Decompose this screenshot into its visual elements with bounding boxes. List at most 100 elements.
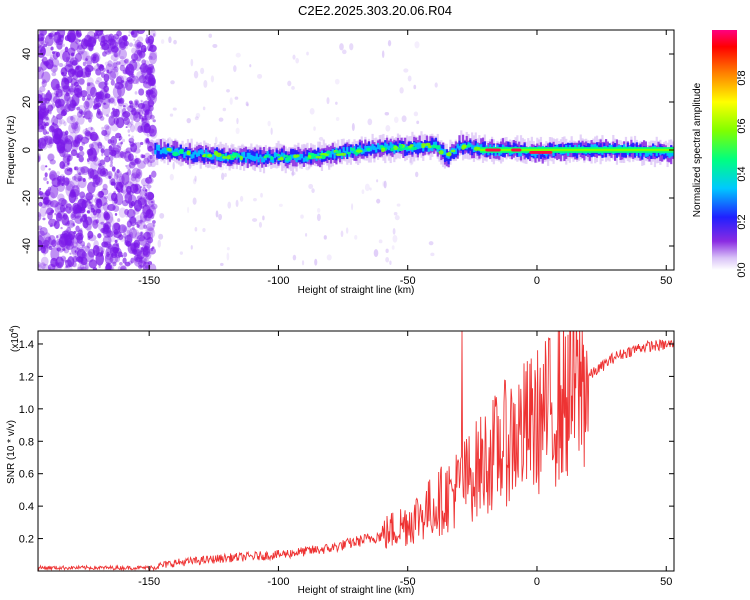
- noise-blob: [86, 242, 91, 249]
- noise-blob: [246, 103, 249, 107]
- noise-blob: [55, 212, 63, 222]
- ridge-band-cell: [297, 154, 300, 161]
- noise-blob: [173, 39, 177, 45]
- ridge-band-cell: [454, 148, 457, 154]
- noise-blob: [146, 138, 150, 141]
- spectrogram-y-ticks: -40 -20 0 20 40: [21, 48, 674, 254]
- noise-blob: [38, 235, 45, 248]
- noise-blob: [186, 117, 192, 124]
- noise-blob: [65, 92, 70, 97]
- snr-panel: -150 -100 -50 0 50 0.2 0.4 0.6 0.8 1.0 1.2 1.4 Hei…: [6, 325, 675, 596]
- noise-blob: [194, 175, 197, 182]
- ridge-band-cell: [190, 154, 193, 159]
- noise-blob: [80, 166, 90, 176]
- noise-blob: [195, 112, 201, 119]
- noise-blob: [103, 87, 110, 97]
- noise-blob: [65, 265, 68, 269]
- noise-blob: [113, 181, 123, 191]
- noise-blob: [144, 203, 148, 207]
- noise-blob: [43, 123, 47, 127]
- ridge-band-cell: [259, 150, 262, 159]
- ridge-band-cell: [534, 152, 537, 158]
- snr-x-ticks: -150 -100 -50 0 50: [138, 331, 672, 588]
- ridge-band-cell: [456, 143, 459, 149]
- ridge-band-cell: [570, 142, 573, 152]
- noise-blob: [112, 205, 120, 212]
- noise-blob: [47, 236, 51, 241]
- noise-blob: [65, 185, 72, 191]
- noise-blob: [159, 212, 165, 219]
- ridge-band-cell: [159, 149, 162, 155]
- noise-blob: [145, 34, 149, 38]
- noise-blob: [86, 82, 91, 87]
- noise-blob: [98, 196, 108, 207]
- noise-blob: [316, 213, 321, 222]
- ridge-blob: [270, 156, 274, 161]
- noise-blob: [95, 201, 104, 213]
- noise-blob: [258, 221, 263, 228]
- noise-blob: [47, 89, 50, 93]
- noise-blob: [190, 245, 193, 250]
- noise-blob: [42, 128, 47, 136]
- ridge-band-cell: [302, 151, 305, 163]
- ridge-band-cell: [623, 148, 626, 158]
- noise-blob: [112, 261, 117, 267]
- noise-blob: [46, 207, 54, 216]
- noise-blob: [262, 215, 265, 221]
- ridge-band-cell: [666, 150, 669, 156]
- noise-blob: [203, 79, 208, 88]
- ridge-band-cell: [418, 144, 421, 153]
- noise-blob: [77, 77, 85, 86]
- noise-blob: [308, 183, 314, 189]
- noise-blob: [41, 263, 49, 270]
- noise-blob: [65, 183, 75, 197]
- ridge-band-cell: [509, 150, 512, 156]
- noise-blob: [172, 161, 175, 170]
- noise-blob: [119, 64, 126, 72]
- ridge-band-cell: [443, 153, 447, 162]
- ridge-band-cell: [552, 151, 555, 157]
- noise-blob: [42, 117, 51, 126]
- noise-blob: [128, 105, 132, 108]
- noise-blob: [101, 103, 111, 116]
- noise-blob: [109, 150, 114, 156]
- ridge-band-cell: [244, 156, 248, 163]
- ridge-band-cell: [346, 149, 349, 160]
- noise-blob: [77, 266, 83, 270]
- noise-blob: [44, 236, 53, 249]
- ridge-blob: [226, 155, 231, 160]
- noise-blob: [287, 80, 292, 87]
- ridge-band-cell: [215, 154, 219, 161]
- noise-blob: [142, 80, 152, 89]
- noise-blob: [81, 96, 86, 102]
- noise-blob: [66, 115, 76, 124]
- ridge-band-cell: [518, 150, 521, 157]
- noise-blob: [314, 258, 318, 266]
- noise-blob: [88, 154, 94, 160]
- noise-blob: [52, 86, 57, 92]
- noise-blob: [190, 58, 194, 67]
- noise-blob: [118, 48, 128, 60]
- noise-blob: [72, 261, 78, 268]
- noise-blob: [151, 203, 158, 210]
- noise-blob: [113, 171, 117, 174]
- noise-blob: [104, 171, 113, 179]
- noise-blob: [143, 48, 147, 53]
- noise-blob: [124, 58, 130, 65]
- noise-blob: [132, 208, 140, 215]
- noise-blob: [87, 181, 96, 194]
- ridge-blob: [425, 142, 431, 147]
- noise-blob: [136, 49, 143, 56]
- noise-blob: [143, 231, 151, 241]
- ridge-band-cell: [154, 142, 157, 154]
- noise-blob: [107, 98, 111, 103]
- noise-blob: [138, 88, 145, 96]
- ridge-band-cell: [655, 152, 658, 157]
- noise-blob: [71, 69, 77, 76]
- noise-blob: [76, 240, 82, 248]
- noise-blob: [90, 127, 93, 131]
- noise-blob: [111, 243, 120, 254]
- noise-blob: [66, 234, 69, 238]
- noise-blob: [126, 120, 131, 126]
- noise-blob: [202, 106, 206, 111]
